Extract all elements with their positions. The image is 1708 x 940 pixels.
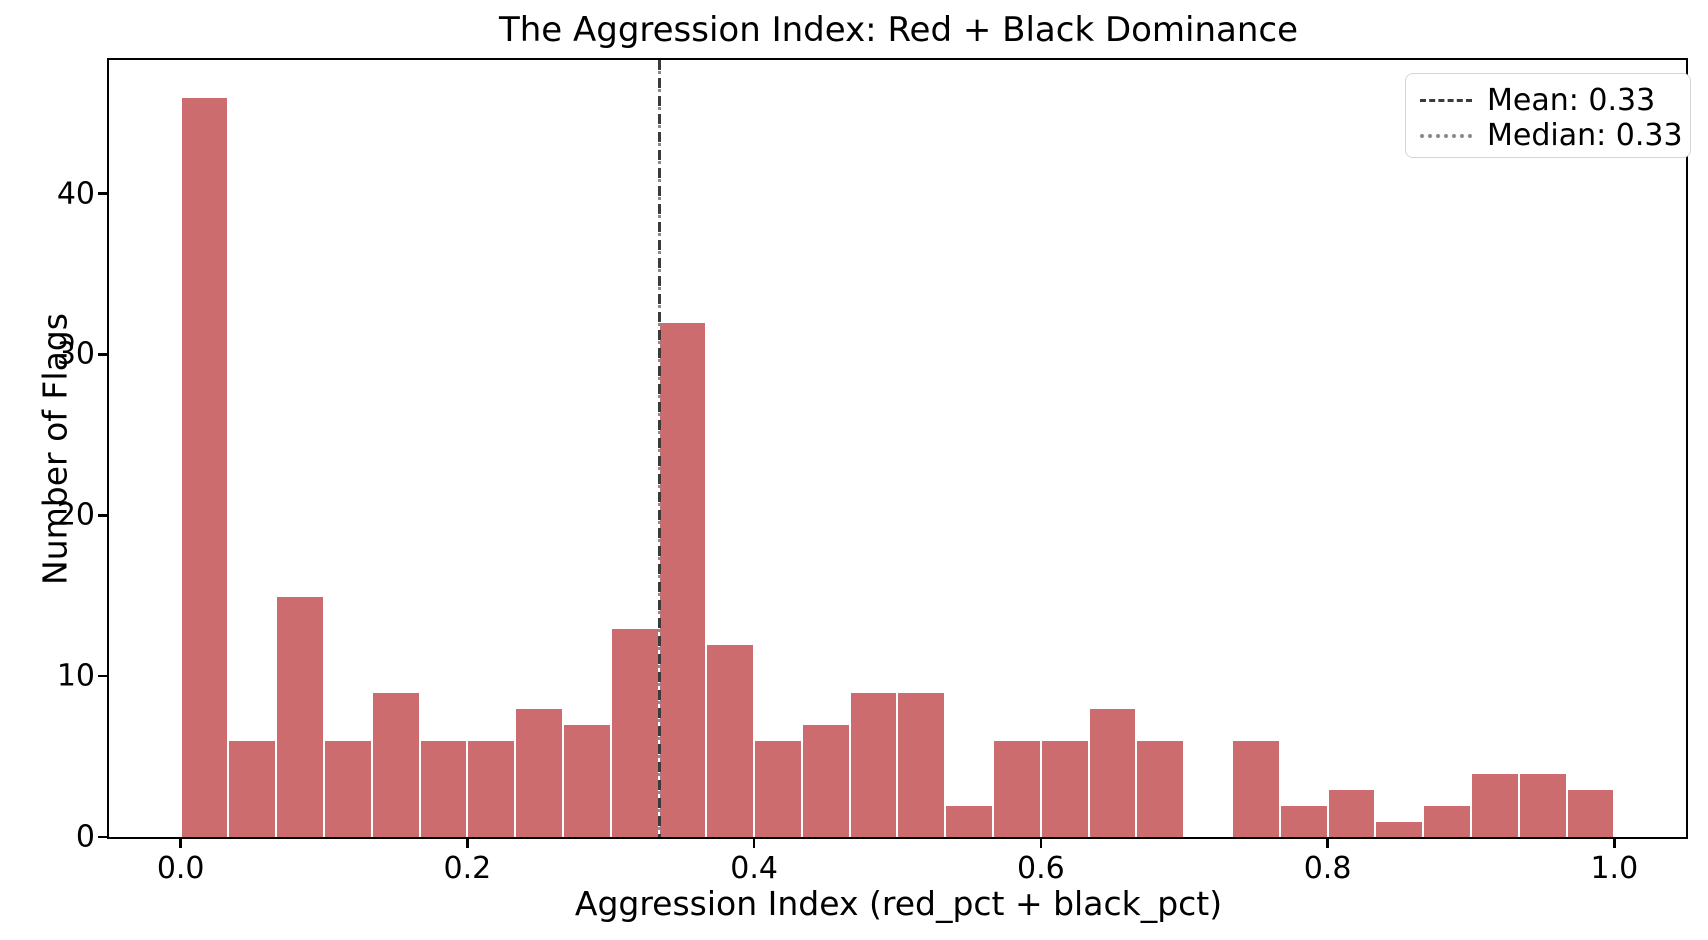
histogram-bar [1423,804,1471,837]
histogram-bar [1518,772,1567,837]
x-tick-mark [1326,839,1329,848]
y-tick-label: 40 [56,176,95,212]
median-dotted-line-sample [1420,133,1472,138]
histogram-bar [1040,740,1089,837]
x-tick-label: 0.8 [1303,851,1352,886]
legend-label-mean: Mean: 0.33 [1487,83,1656,118]
histogram-bar [1088,708,1137,837]
x-axis-label: Aggression Index (red_pct + black_pct) [574,884,1223,923]
legend-label-median: Median: 0.33 [1487,118,1683,153]
histogram-bar [1136,740,1185,837]
histogram-bar [658,322,707,837]
y-tick-label: 0 [75,819,95,855]
y-tick-mark [98,353,107,356]
x-tick-label: 1.0 [1590,851,1639,886]
histogram-bar [1232,740,1280,837]
histogram-bar [1375,820,1424,837]
x-tick-label: 0.2 [443,851,492,886]
histogram-bar [1279,804,1328,837]
y-tick-label: 20 [56,497,95,533]
x-tick-label: 0.6 [1017,851,1065,886]
x-tick-mark [179,839,182,848]
y-tick-mark [98,514,107,517]
histogram-bar [897,692,946,837]
histogram-bar [371,692,420,837]
histogram-bar [419,740,468,837]
histogram-bar [754,740,802,837]
histogram-bar [324,740,372,837]
chart-title: The Aggression Index: Red + Black Domina… [498,10,1299,50]
y-tick-label: 10 [56,658,95,694]
x-tick-mark [466,839,469,848]
histogram-bar [610,627,659,837]
median-line [658,60,661,837]
legend-item-median: Median: 0.33 [1420,118,1683,153]
histogram-bar [945,804,994,837]
plot-area: 0.0 0.2 0.4 0.6 0.8 1.0 0 10 20 30 40 [57,58,1688,886]
histogram-bar [180,97,229,837]
histogram-bar [1470,772,1519,837]
histogram-bar [1327,788,1376,837]
legend-box: Mean: 0.33 Median: 0.33 [1405,73,1691,158]
histogram-bar [228,740,277,837]
histogram-bar [467,740,516,837]
x-tick-mark [752,839,756,848]
histogram-bar [1566,788,1615,837]
histogram-bar [849,692,898,837]
histogram-bar [562,724,611,837]
histogram-bar [706,643,755,837]
x-tick-label: 0.0 [156,851,205,886]
x-tick-label: 0.4 [730,851,778,886]
y-tick-mark [98,192,107,195]
histogram-bar [801,724,850,837]
histogram-bar [276,595,325,837]
histogram-bar [515,708,563,837]
histogram-bar [993,740,1041,837]
y-tick-mark [98,835,107,839]
legend-item-mean: Mean: 0.33 [1420,83,1676,118]
mean-dashed-line-sample [1420,99,1472,102]
y-tick-label: 30 [56,336,95,372]
y-tick-mark [98,674,107,678]
x-tick-mark [1613,839,1616,848]
x-tick-mark [1039,839,1043,848]
y-axis-label: Number of Flags [35,313,75,585]
